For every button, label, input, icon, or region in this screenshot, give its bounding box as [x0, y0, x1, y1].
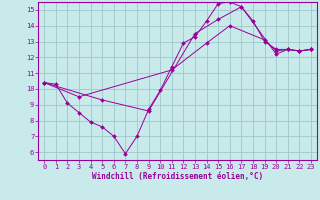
X-axis label: Windchill (Refroidissement éolien,°C): Windchill (Refroidissement éolien,°C) [92, 172, 263, 181]
